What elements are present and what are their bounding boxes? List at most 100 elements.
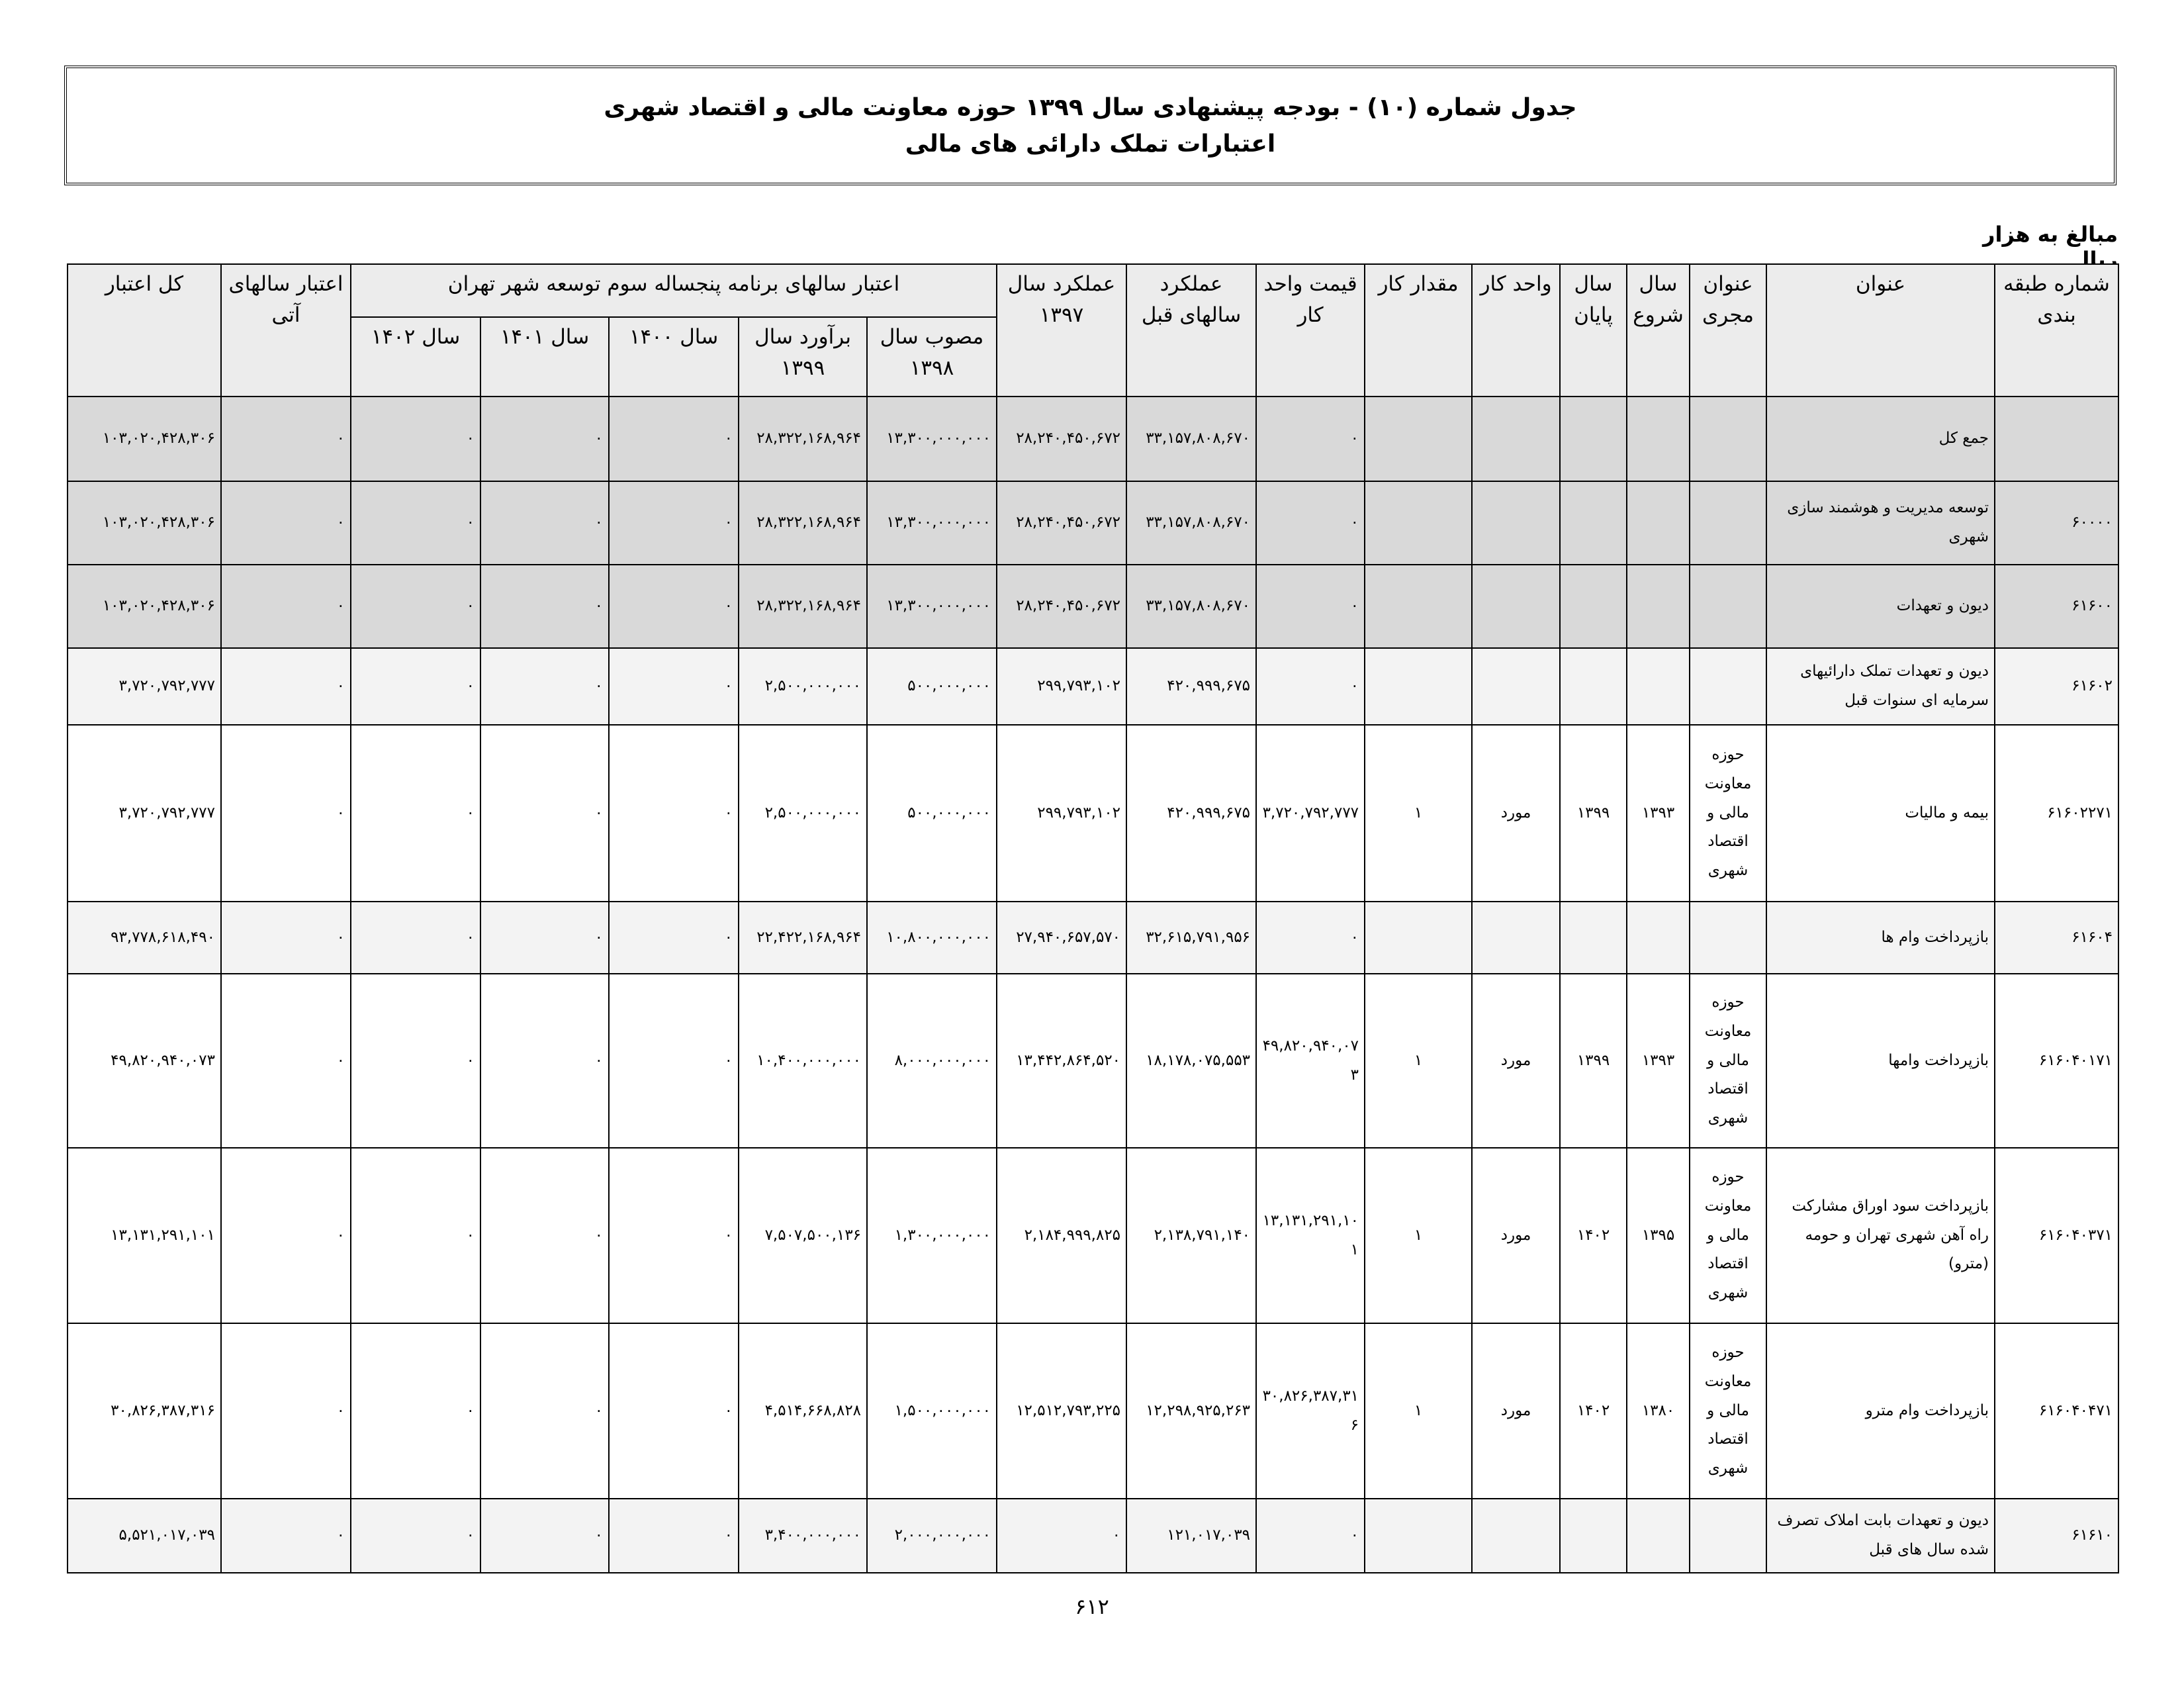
table-cell: ۱ [1364,973,1473,1149]
column-header: سال ۱۴۰۰ [608,316,740,397]
header-row: مصوب سال ۱۳۹۸ برآورد سال ۱۳۹۹ سال ۱۴۰۰ سال … [68,316,2118,397]
table-cell [1471,901,1561,974]
table-cell: ۰ [480,1323,610,1499]
table-cell: ۰ [480,1147,610,1324]
table-cell: ۰ [1255,901,1366,974]
table-cell: ۰ [1255,647,1366,726]
table-row: ۶۱۶۱۰ دیون و تعهدات بابت املاک تصرف شده س… [67,1498,2120,1573]
table-cell: ۰ [480,396,610,482]
table-cell: ۱۳۹۳ [1626,973,1691,1149]
table-cell: ۹۳,۷۷۸,۶۱۸,۴۹۰ [67,901,222,974]
table-cell: ۰ [220,973,351,1149]
table-cell: ۰ [608,1323,740,1499]
table-row: ۶۱۶۰۰ دیون و تعهدات ۰ ۳۳,۱۵۷,۸۰۸,۶۷۰ ۲۸,۲۴۰,… [67,564,2120,649]
table-cell: ۰ [349,481,482,565]
table-cell: ۶۱۶۰۴۰۴۷۱ [1994,1323,2120,1499]
table-cell: ۳۳,۱۵۷,۸۰۸,۶۷۰ [1126,396,1257,482]
table-cell: ۲۸,۲۴۰,۴۵۰,۶۷۲ [996,481,1128,565]
table-cell: ۲,۵۰۰,۰۰۰,۰۰۰ [738,647,868,726]
table-cell: ۱,۳۰۰,۰۰۰,۰۰۰ [866,1147,998,1324]
table-cell: ۵۰۰,۰۰۰,۰۰۰ [866,724,998,902]
column-header: عملکرد سال ۱۳۹۷ [996,263,1128,397]
table-cell: ۰ [349,973,482,1149]
table-cell: مورد [1471,973,1561,1149]
column-header: شماره طبقه بندی [1994,263,2120,397]
unit-note: مبالغ به هزار ریال [1983,222,2118,272]
table-cell: مورد [1471,1147,1561,1324]
group-header: اعتبار سالهای برنامه پنجساله سوم توسعه ش… [349,263,998,318]
column-header: عملکرد سالهای قبل [1126,263,1257,397]
table-cell [1364,901,1473,974]
table-cell: ۵۰۰,۰۰۰,۰۰۰ [866,647,998,726]
table-cell: حوزه معاونت مالی و اقتصاد شهری [1689,724,1768,902]
subtitle: اعتبارات تملک دارائی های مالی [905,130,1276,158]
table-cell: ۶۱۶۰۴۰۱۷۱ [1994,973,2120,1149]
table-cell: ۱۳,۴۴۲,۸۶۴,۵۲۰ [996,973,1128,1149]
table-cell: ۰ [480,724,610,902]
table-cell [1559,1498,1628,1573]
table-cell [1689,564,1768,649]
table-cell: بازپرداخت وام ها [1766,901,1996,974]
table-cell: ۰ [996,1498,1128,1573]
table-cell: ۱ [1364,1323,1473,1499]
table-cell: ۰ [608,396,740,482]
table-cell: ۰ [608,724,740,902]
table-cell: ۱۳,۱۳۱,۲۹۱,۱۰۱ [1255,1147,1366,1324]
column-header: اعتبار سالهای آتی [220,263,351,397]
table-cell: ۲۸,۲۴۰,۴۵۰,۶۷۲ [996,396,1128,482]
table-cell [1559,564,1628,649]
table-cell: ۱۸,۱۷۸,۰۷۵,۵۵۳ [1126,973,1257,1149]
table-cell: ۲۸,۳۲۲,۱۶۸,۹۶۴ [738,481,868,565]
table-cell: ۱۲,۵۱۲,۷۹۳,۲۲۵ [996,1323,1128,1499]
table-cell: ۰ [1255,396,1366,482]
table-cell: دیون و تعهدات [1766,564,1996,649]
table-cell: ۶۰۰۰۰ [1994,481,2120,565]
table-cell: ۲۹۹,۷۹۳,۱۰۲ [996,647,1128,726]
table-cell: ۱۳,۳۰۰,۰۰۰,۰۰۰ [866,481,998,565]
table-cell: ۶۱۶۰۲ [1994,647,2120,726]
column-header: عنوان مجری [1689,263,1768,397]
table-cell [1471,396,1561,482]
table-cell [1559,396,1628,482]
table-cell: ۴۲۰,۹۹۹,۶۷۵ [1126,724,1257,902]
table-cell: ۶۱۶۰۲۲۷۱ [1994,724,2120,902]
table-cell: ۰ [608,901,740,974]
table-row: ۶۱۶۰۲۲۷۱ بیمه و مالیات حوزه معاونت مالی و … [67,724,2120,902]
table-cell: ۲,۱۸۴,۹۹۹,۸۲۵ [996,1147,1128,1324]
table-cell: مورد [1471,1323,1561,1499]
table-cell: ۴۹,۸۲۰,۹۴۰,۰۷۳ [1255,973,1366,1149]
table-row: ۶۱۶۰۲ دیون و تعهدات تملک دارائیهای سرمایه… [67,647,2120,726]
table-cell [1626,901,1691,974]
table-cell [1689,481,1768,565]
table-row: جمع کل ۰ ۳۳,۱۵۷,۸۰۸,۶۷۰ ۲۸,۲۴۰,۴۵۰,۶۷۲ ۱۳,۳۰… [67,396,2120,482]
table-cell [1559,481,1628,565]
table-cell: ۰ [480,1498,610,1573]
table-cell: ۰ [220,396,351,482]
table-cell: ۱۰,۸۰۰,۰۰۰,۰۰۰ [866,901,998,974]
table-cell: ۱۳,۱۳۱,۲۹۱,۱۰۱ [67,1147,222,1324]
table-cell: بازپرداخت سود اوراق مشارکت راه آهن شهری … [1766,1147,1996,1324]
table-cell: ۶۱۶۰۰ [1994,564,2120,649]
table-cell: ۲۹۹,۷۹۳,۱۰۲ [996,724,1128,902]
table-cell: ۷,۵۰۷,۵۰۰,۱۳۶ [738,1147,868,1324]
table-cell: ۱۰,۴۰۰,۰۰۰,۰۰۰ [738,973,868,1149]
table-cell: ۰ [349,1323,482,1499]
table-cell: ۰ [608,973,740,1149]
table-cell [1364,396,1473,482]
table-cell: مورد [1471,724,1561,902]
table-cell: ۱۳۹۵ [1626,1147,1691,1324]
table-cell: ۰ [608,647,740,726]
table-cell [1626,396,1691,482]
table-cell: ۰ [220,901,351,974]
table-cell: ۰ [220,564,351,649]
table-cell: ۳,۷۲۰,۷۹۲,۷۷۷ [67,724,222,902]
table-cell: ۶۱۶۰۴۰۳۷۱ [1994,1147,2120,1324]
table-cell: ۰ [349,564,482,649]
table-cell: ۱ [1364,1147,1473,1324]
table-cell: ۰ [220,1147,351,1324]
table-cell: ۲۸,۳۲۲,۱۶۸,۹۶۴ [738,396,868,482]
table-cell: ۰ [220,481,351,565]
column-header: مقدار کار [1364,263,1473,397]
